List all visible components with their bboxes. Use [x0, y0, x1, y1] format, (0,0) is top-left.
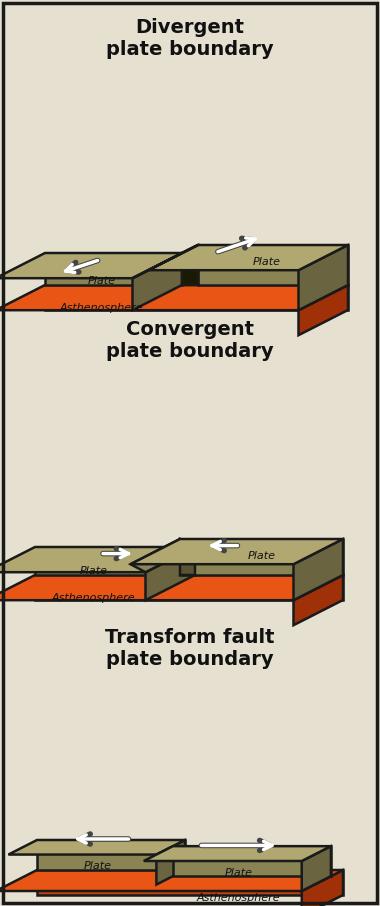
Polygon shape: [0, 285, 348, 310]
Polygon shape: [146, 547, 195, 600]
Text: Plate: Plate: [87, 276, 116, 286]
Text: Asthenosphere: Asthenosphere: [60, 304, 143, 313]
Polygon shape: [8, 840, 185, 854]
Polygon shape: [35, 547, 195, 575]
Polygon shape: [299, 285, 348, 335]
Polygon shape: [133, 245, 198, 278]
Polygon shape: [180, 539, 195, 575]
Text: Plate: Plate: [253, 257, 281, 267]
Polygon shape: [302, 846, 331, 891]
Polygon shape: [45, 253, 182, 285]
Text: Asthenosphere: Asthenosphere: [52, 593, 135, 603]
Polygon shape: [0, 575, 343, 600]
Polygon shape: [37, 840, 185, 870]
Text: Plate: Plate: [248, 551, 276, 561]
Polygon shape: [0, 870, 343, 891]
Text: Convergent
plate boundary: Convergent plate boundary: [106, 320, 274, 361]
Polygon shape: [157, 840, 185, 884]
Polygon shape: [293, 539, 343, 600]
Polygon shape: [182, 245, 198, 285]
Text: Transform fault
plate boundary: Transform fault plate boundary: [105, 628, 275, 669]
Polygon shape: [144, 846, 331, 861]
Polygon shape: [45, 285, 348, 310]
Polygon shape: [293, 575, 343, 625]
Polygon shape: [130, 539, 195, 573]
Polygon shape: [173, 846, 331, 876]
Polygon shape: [198, 245, 348, 285]
Text: Divergent
plate boundary: Divergent plate boundary: [106, 18, 274, 59]
Text: Asthenosphere: Asthenosphere: [197, 893, 280, 903]
Polygon shape: [302, 870, 343, 906]
Polygon shape: [133, 253, 182, 310]
Polygon shape: [37, 870, 343, 895]
Polygon shape: [35, 575, 343, 600]
Polygon shape: [0, 547, 195, 573]
Polygon shape: [130, 539, 343, 564]
Polygon shape: [180, 539, 343, 575]
Polygon shape: [149, 245, 348, 270]
Text: Plate: Plate: [79, 566, 108, 576]
Polygon shape: [299, 245, 348, 310]
Text: Plate: Plate: [225, 869, 253, 879]
Text: Plate: Plate: [84, 862, 112, 872]
Polygon shape: [0, 253, 182, 278]
